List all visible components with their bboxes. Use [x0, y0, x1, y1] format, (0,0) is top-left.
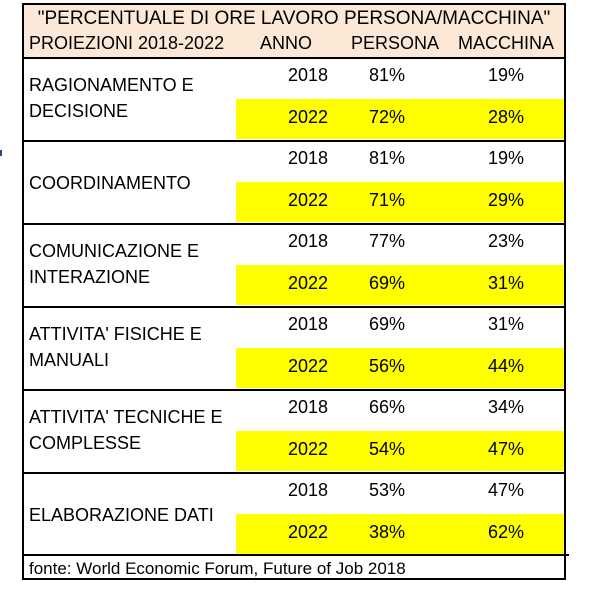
highlight-band: [236, 265, 564, 305]
category-line-2: INTERAZIONE: [29, 267, 151, 287]
header-persona: PERSONA: [351, 33, 440, 53]
cell-macchina: 23%: [487, 231, 525, 251]
highlight-band: [236, 431, 564, 471]
cell-persona: 71%: [368, 190, 406, 210]
cell-persona: 72%: [368, 107, 406, 127]
cell-anno: 2022: [287, 190, 329, 210]
highlight-band: [236, 348, 564, 388]
cell-macchina: 31%: [487, 273, 525, 293]
highlight-band: [236, 514, 564, 554]
table-row: COORDINAMENTO 2018 81% 19% 2022 71% 29%: [24, 140, 564, 225]
cell-anno: 2018: [287, 231, 329, 251]
cell-anno: 2022: [287, 356, 329, 376]
cell-persona: 66%: [368, 397, 406, 417]
header-macchina: MACCHINA: [458, 33, 555, 53]
cell-anno: 2018: [287, 397, 329, 417]
cell-macchina: 44%: [487, 356, 525, 376]
category-line-2: MANUALI: [29, 350, 110, 370]
category-line-1: RAGIONAMENTO E: [29, 75, 194, 95]
cell-macchina: 34%: [487, 397, 525, 417]
cell-macchina: 19%: [487, 65, 525, 85]
table-row: ELABORAZIONE DATI 2018 53% 47% 2022 38% 62%: [24, 472, 564, 557]
category-label: ELABORAZIONE DATI: [29, 502, 214, 528]
cell-anno: 2022: [287, 522, 329, 542]
cell-macchina: 62%: [487, 522, 525, 542]
category-label: ATTIVITA' TECNICHE E COMPLESSE: [29, 404, 222, 456]
cell-persona: 81%: [368, 65, 406, 85]
category-line-1: COMUNICAZIONE E: [29, 241, 200, 261]
cell-persona: 77%: [368, 231, 406, 251]
cell-persona: 54%: [368, 439, 406, 459]
cell-macchina: 29%: [487, 190, 525, 210]
cell-anno: 2018: [287, 314, 329, 334]
table-row: RAGIONAMENTO E DECISIONE 2018 81% 19% 2022 72%…: [24, 57, 564, 142]
cell-persona: 53%: [368, 480, 406, 500]
cell-anno: 2018: [287, 148, 329, 168]
category-label: RAGIONAMENTO E DECISIONE: [29, 72, 194, 124]
table-header: "PERCENTUALE DI ORE LAVORO PERSONA/MACCH…: [24, 5, 564, 57]
category-line-1: ATTIVITA' FISICHE E: [29, 324, 202, 344]
cell-anno: 2022: [287, 107, 329, 127]
cell-persona: 81%: [368, 148, 406, 168]
cell-macchina: 28%: [487, 107, 525, 127]
table-row: COMUNICAZIONE E INTERAZIONE 2018 77% 23% 2022…: [24, 223, 564, 308]
cell-persona: 69%: [368, 314, 406, 334]
category-line-1: ATTIVITA' TECNICHE E: [29, 407, 223, 427]
cell-anno: 2018: [287, 65, 329, 85]
category-line-1: COORDINAMENTO: [29, 173, 191, 193]
cell-anno: 2018: [287, 480, 329, 500]
table-row: ATTIVITA' TECNICHE E COMPLESSE 2018 66% 34% 2…: [24, 389, 564, 474]
cell-macchina: 47%: [487, 439, 525, 459]
cell-macchina: 47%: [487, 480, 525, 500]
highlight-band: [236, 99, 564, 139]
cell-macchina: 31%: [487, 314, 525, 334]
header-anno: ANNO: [260, 33, 313, 53]
side-mark: [0, 150, 2, 156]
category-label: COORDINAMENTO: [29, 170, 191, 196]
category-line-2: DECISIONE: [29, 101, 129, 121]
cell-anno: 2022: [287, 273, 329, 293]
table-row: ATTIVITA' FISICHE E MANUALI 2018 69% 31% 2022…: [24, 306, 564, 391]
cell-macchina: 19%: [487, 148, 525, 168]
cell-persona: 56%: [368, 356, 406, 376]
cell-persona: 69%: [368, 273, 406, 293]
table-title: "PERCENTUALE DI ORE LAVORO PERSONA/MACCH…: [37, 8, 551, 29]
category-line-2: COMPLESSE: [29, 433, 142, 453]
category-label: ATTIVITA' FISICHE E MANUALI: [29, 321, 202, 373]
category-line-1: ELABORAZIONE DATI: [29, 505, 214, 525]
header-label: PROIEZIONI 2018-2022: [29, 33, 225, 53]
cell-anno: 2022: [287, 439, 329, 459]
cell-persona: 38%: [368, 522, 406, 542]
table-frame: "PERCENTUALE DI ORE LAVORO PERSONA/MACCH…: [22, 3, 569, 582]
highlight-band: [236, 182, 564, 222]
category-label: COMUNICAZIONE E INTERAZIONE: [29, 238, 199, 290]
table-footer: fonte: World Economic Forum, Future of J…: [24, 554, 569, 582]
